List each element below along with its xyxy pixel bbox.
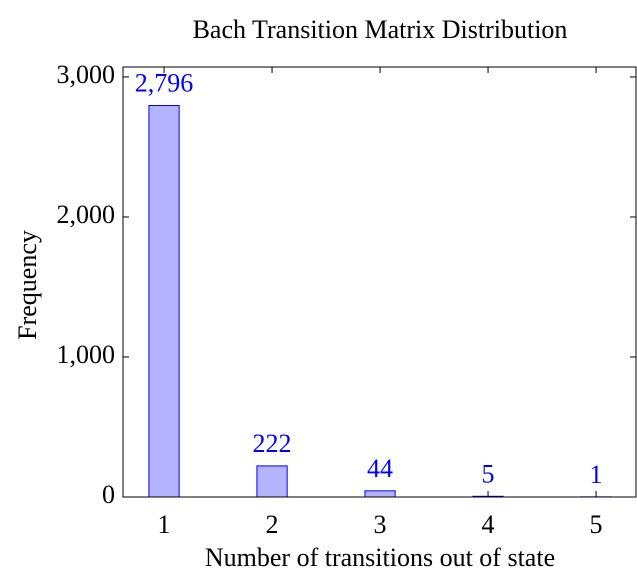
x-axis-label: Number of transitions out of state	[205, 543, 555, 572]
data-label: 44	[367, 454, 393, 483]
data-label: 222	[253, 429, 292, 458]
y-axis-label: Frequency	[13, 230, 42, 340]
bar	[364, 490, 396, 498]
bar	[256, 465, 288, 498]
axis-frame	[122, 66, 637, 498]
data-label: 1	[590, 460, 603, 489]
data-label: 2,796	[135, 68, 194, 97]
x-tick-label: 3	[374, 510, 387, 539]
y-tick-label: 0	[102, 480, 115, 509]
data-label: 5	[482, 459, 495, 488]
x-tick-label: 2	[266, 510, 279, 539]
y-tick-label: 3,000	[57, 60, 116, 89]
chart-title: Bach Transition Matrix Distribution	[193, 15, 568, 44]
y-tick-label: 1,000	[57, 340, 116, 369]
x-tick-label: 1	[158, 510, 171, 539]
y-tick-label: 2,000	[57, 200, 116, 229]
x-tick-label: 4	[482, 510, 495, 539]
x-tick-label: 5	[590, 510, 603, 539]
bar	[148, 105, 180, 498]
